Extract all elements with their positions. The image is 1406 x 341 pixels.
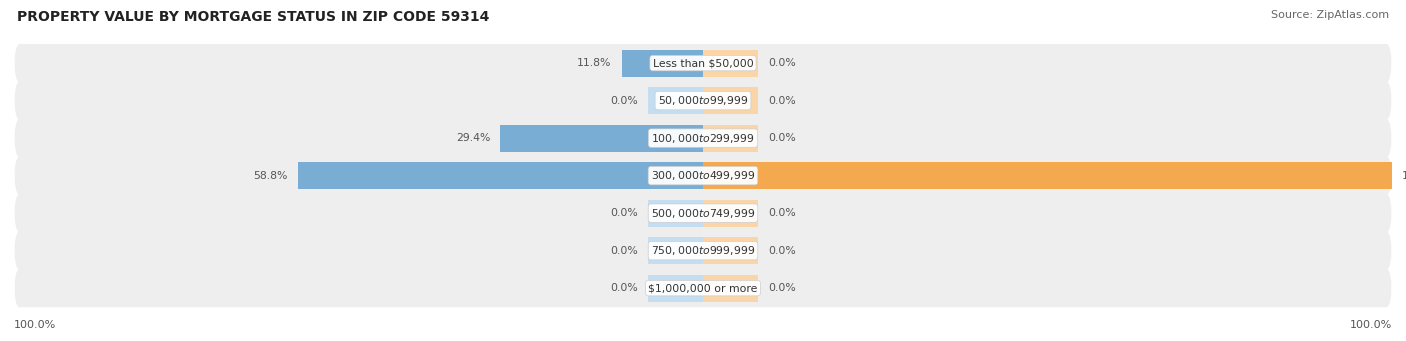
Text: PROPERTY VALUE BY MORTGAGE STATUS IN ZIP CODE 59314: PROPERTY VALUE BY MORTGAGE STATUS IN ZIP… [17,10,489,24]
Text: Source: ZipAtlas.com: Source: ZipAtlas.com [1271,10,1389,20]
FancyBboxPatch shape [14,232,1392,270]
Bar [703,162,1392,189]
Bar [703,199,758,227]
Bar [621,49,703,77]
Text: 100.0%: 100.0% [1402,170,1406,181]
Bar [703,124,758,152]
FancyBboxPatch shape [14,44,1392,82]
Bar [648,87,703,114]
Text: 0.0%: 0.0% [610,208,637,218]
Text: 0.0%: 0.0% [610,246,637,256]
Bar [703,49,758,77]
Text: 100.0%: 100.0% [1350,320,1392,330]
Text: 0.0%: 0.0% [769,208,796,218]
Text: 0.0%: 0.0% [769,283,796,293]
Text: Less than $50,000: Less than $50,000 [652,58,754,68]
Text: 58.8%: 58.8% [253,170,288,181]
Bar [298,162,703,189]
Text: 0.0%: 0.0% [769,246,796,256]
Text: 0.0%: 0.0% [769,133,796,143]
Text: $750,000 to $999,999: $750,000 to $999,999 [651,244,755,257]
FancyBboxPatch shape [14,194,1392,232]
Bar [703,237,758,264]
Text: $500,000 to $749,999: $500,000 to $749,999 [651,207,755,220]
FancyBboxPatch shape [14,157,1392,195]
Bar [648,275,703,302]
Text: 0.0%: 0.0% [610,283,637,293]
FancyBboxPatch shape [14,269,1392,307]
Text: $300,000 to $499,999: $300,000 to $499,999 [651,169,755,182]
Bar [703,87,758,114]
Text: 0.0%: 0.0% [610,95,637,106]
Text: $1,000,000 or more: $1,000,000 or more [648,283,758,293]
FancyBboxPatch shape [14,81,1392,120]
Bar [648,199,703,227]
Legend: Without Mortgage, With Mortgage: Without Mortgage, With Mortgage [583,340,823,341]
FancyBboxPatch shape [14,119,1392,157]
Text: 100.0%: 100.0% [14,320,56,330]
Text: $100,000 to $299,999: $100,000 to $299,999 [651,132,755,145]
Text: 0.0%: 0.0% [769,95,796,106]
Text: 29.4%: 29.4% [456,133,491,143]
Bar [648,237,703,264]
Text: 0.0%: 0.0% [769,58,796,68]
Text: $50,000 to $99,999: $50,000 to $99,999 [658,94,748,107]
Bar [501,124,703,152]
Bar [703,275,758,302]
Text: 11.8%: 11.8% [576,58,612,68]
